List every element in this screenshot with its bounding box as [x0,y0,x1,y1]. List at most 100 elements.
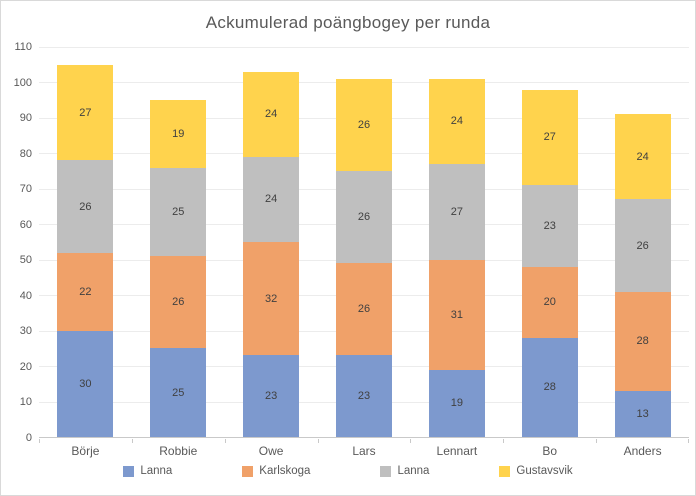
segment-value-label: 28 [636,335,649,348]
segment-value-label: 26 [636,239,649,252]
plot-area: 30 22 26 27 25 26 25 19 23 32 24 24 23 26 26 26 19 31 27 24… [39,47,689,438]
x-tick-mark [224,439,226,443]
legend-item-gustavsvik: Gustavsvik [499,465,573,477]
bar-segment: 26 [336,78,392,172]
y-tick-label: 60 [19,218,32,231]
bar-segment: 28 [614,291,671,391]
bar-segment: 24 [614,114,671,200]
bar-segment: 19 [150,100,207,168]
bar-segment: 25 [150,348,207,437]
bar-segment: 26 [336,171,392,264]
segment-value-label: 26 [172,296,185,309]
segment-value-label: 26 [357,119,371,132]
y-tick-label: 90 [19,112,32,125]
segment-value-label: 24 [265,108,278,121]
legend-label: Lanna [397,465,430,477]
legend-item-lanna: Lanna [123,465,172,477]
segment-value-label: 27 [450,205,463,218]
segment-value-label: 23 [265,390,278,403]
x-tick-label: Lennart [436,444,478,458]
x-tick-mark [39,439,40,443]
bar-segment: 30 [57,330,114,437]
segment-value-label: 27 [79,106,92,119]
segment-value-label: 25 [172,386,185,399]
bar-slot: 13 28 26 24 [596,47,689,437]
bar-segment: 32 [243,242,300,356]
bar-segment: 20 [521,266,578,338]
bar-segment: 23 [521,185,578,267]
x-tick-mark [410,439,412,443]
bar-segment: 25 [150,167,207,257]
y-tick-label: 20 [19,360,32,373]
gridline [39,47,689,48]
segment-value-label: 27 [543,131,556,144]
x-tick-mark [688,439,689,443]
y-axis-labels: 0 10 20 30 40 50 60 70 80 90 100 110 [1,41,32,444]
bar-segment: 27 [521,89,578,186]
segment-value-label: 26 [79,200,92,213]
segment-value-label: 23 [357,390,371,403]
x-tick-label: Börje [71,444,100,458]
segment-value-label: 23 [543,220,556,233]
segment-value-label: 13 [636,407,649,420]
y-tick-label: 110 [14,41,32,53]
segment-value-label: 22 [79,285,92,298]
legend-marker-icon [242,465,254,477]
bar-segment: 13 [614,390,671,437]
segment-value-label: 28 [543,381,556,394]
bar-segment: 19 [428,369,485,437]
bar-stack-anders: 13 28 26 24 [614,47,671,437]
legend-marker-icon [123,465,135,477]
bar-segment: 26 [614,199,671,292]
segment-value-label: 19 [172,127,185,140]
bar-segment: 28 [521,337,578,437]
bar-stack-bo: 28 20 23 27 [521,47,578,437]
bar-stack-börje: 30 22 26 27 [57,47,114,437]
y-tick-label: 30 [19,325,32,338]
bar-slot: 28 20 23 27 [503,47,596,437]
bars-row: 30 22 26 27 25 26 25 19 23 32 24 24 23 26 26 26 19 31 27 24… [39,47,689,437]
x-tick-label: Bo [542,444,558,458]
bar-segment: 27 [57,64,114,161]
segment-value-label: 30 [79,377,92,390]
bar-segment: 26 [57,160,114,253]
bar-segment: 24 [243,156,300,243]
bar-segment: 23 [336,355,392,437]
x-tick-mark [503,439,505,443]
segment-value-label: 20 [543,296,556,309]
segment-value-label: 24 [265,193,278,206]
bar-slot: 19 31 27 24 [410,47,503,437]
legend-label: Karlskoga [259,465,311,477]
bar-stack-lennart: 19 31 27 24 [428,47,485,437]
bar-segment: 26 [336,263,392,356]
legend: Lanna Karlskoga Lanna Gustavsvik [1,465,695,477]
segment-value-label: 32 [265,292,278,305]
y-tick-label: 70 [19,183,32,196]
x-axis: Börje Robbie Owe Lars Lennart Bo Anders [39,439,689,461]
x-tick-mark [317,439,319,443]
bar-segment: 24 [243,71,300,157]
bar-segment: 23 [243,355,300,437]
y-tick-label: 40 [19,289,32,302]
segment-value-label: 25 [172,205,185,218]
x-tick-mark [131,439,133,443]
legend-label: Lanna [140,465,173,477]
bar-slot: 23 26 26 26 [318,47,411,437]
segment-value-label: 19 [450,397,463,410]
y-tick-label: 100 [13,76,32,89]
bar-slot: 23 32 24 24 [225,47,318,437]
x-tick-label: Anders [623,444,662,458]
bar-segment: 31 [428,259,485,370]
segment-value-label: 26 [357,211,371,224]
x-tick-label: Owe [258,444,284,458]
bar-segment: 22 [57,252,114,331]
y-tick-label: 80 [19,147,32,160]
bar-segment: 26 [150,256,207,349]
segment-value-label: 24 [450,115,463,128]
y-tick-label: 50 [19,254,32,267]
legend-marker-icon [499,465,511,477]
legend-marker-icon [380,465,392,477]
x-tick-label: Robbie [159,444,198,458]
chart-title: Ackumulerad poängbogey per runda [205,13,491,32]
